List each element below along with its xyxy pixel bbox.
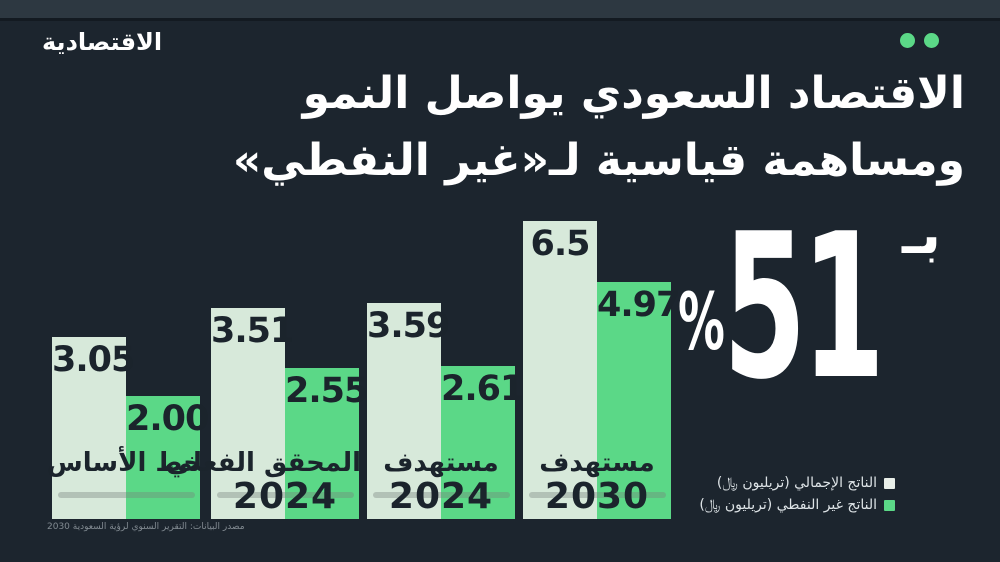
stat-prefix: بـ: [902, 203, 941, 266]
legend-swatch-icon: [884, 478, 895, 489]
chart-title: الاقتصاد السعودي يواصل النمو ومساهمة قيا…: [233, 60, 965, 194]
bar-total-3: 3.59: [367, 303, 450, 519]
bar-non-oil-3: 2.61: [441, 366, 524, 519]
bar-non-oil-4: 4.97: [597, 282, 680, 519]
bar-value-label: 2.61: [441, 369, 524, 409]
legend-item-non-oil: الناتج غير النفطي (تريليون ﷼): [699, 496, 895, 515]
category-label-3: مستهدف 2024: [365, 448, 517, 516]
category-label-2: المحقق الفعلي 2024: [165, 448, 361, 517]
category-name: مستهدف: [383, 448, 499, 478]
category-year: 2024: [232, 476, 338, 517]
source-note: مصدر البيانات: التقرير السنوي لرؤية السع…: [47, 522, 245, 532]
bar-non-oil-1: 2.00: [126, 396, 209, 519]
bar-value-label: 2.55: [285, 371, 368, 411]
bar-non-oil-2: 2.55: [285, 368, 368, 519]
bar-value-label: 2.00: [126, 399, 209, 439]
legend-swatch-icon: [884, 500, 895, 511]
category-label-1: خط الأساس: [46, 448, 202, 478]
legend-item-total: الناتج الإجمالي (تريليون ﷼): [717, 474, 895, 493]
category-name: المحقق الفعلي: [165, 448, 361, 478]
percent-sign: %: [678, 278, 725, 368]
group-baseline: [373, 492, 510, 498]
legend-label: الناتج غير النفطي (تريليون ﷼): [699, 497, 877, 513]
group-baseline: [58, 492, 195, 498]
category-year: 2024: [388, 476, 494, 517]
brand-logo: الاقتصادية: [42, 28, 163, 56]
top-band: [0, 0, 1000, 21]
chart-legend: الناتج الإجمالي (تريليون ﷼) الناتج غير ال…: [699, 474, 895, 515]
bar-value-label: 4.97: [597, 285, 680, 325]
category-label-4: مستهدف 2030: [521, 448, 673, 516]
bar-value-label: 3.05: [52, 340, 135, 380]
category-name: مستهدف: [539, 448, 655, 478]
group-baseline: [217, 492, 354, 498]
bar-total-4: 6.5: [523, 221, 597, 519]
bar-value-label: 3.59: [367, 306, 450, 346]
category-year: 2030: [544, 476, 650, 517]
category-name: خط الأساس: [46, 448, 202, 478]
legend-label: الناتج الإجمالي (تريليون ﷼): [716, 475, 877, 491]
bar-total-2: 3.51: [211, 308, 294, 519]
stat-value: 51: [722, 191, 885, 424]
group-baseline: [529, 492, 666, 498]
chart-title-line1: الاقتصاد السعودي يواصل النمو: [302, 68, 965, 119]
bar-value-label: 6.5: [530, 224, 590, 264]
bar-total-1: 3.05: [52, 337, 135, 519]
bar-value-label: 3.51: [211, 311, 294, 351]
chart-title-line2: ومساهمة قياسية لـ«غير النفطي»: [232, 135, 965, 186]
brand-dot-icon: [900, 33, 915, 48]
brand-dot-icon: [924, 33, 939, 48]
